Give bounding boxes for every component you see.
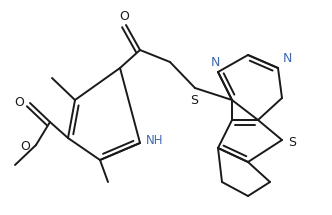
Text: S: S — [190, 94, 198, 107]
Text: O: O — [14, 95, 24, 109]
Text: N: N — [210, 56, 220, 69]
Text: S: S — [288, 135, 296, 149]
Text: O: O — [20, 140, 30, 152]
Text: O: O — [119, 10, 129, 23]
Text: NH: NH — [146, 135, 163, 147]
Text: N: N — [283, 52, 292, 65]
